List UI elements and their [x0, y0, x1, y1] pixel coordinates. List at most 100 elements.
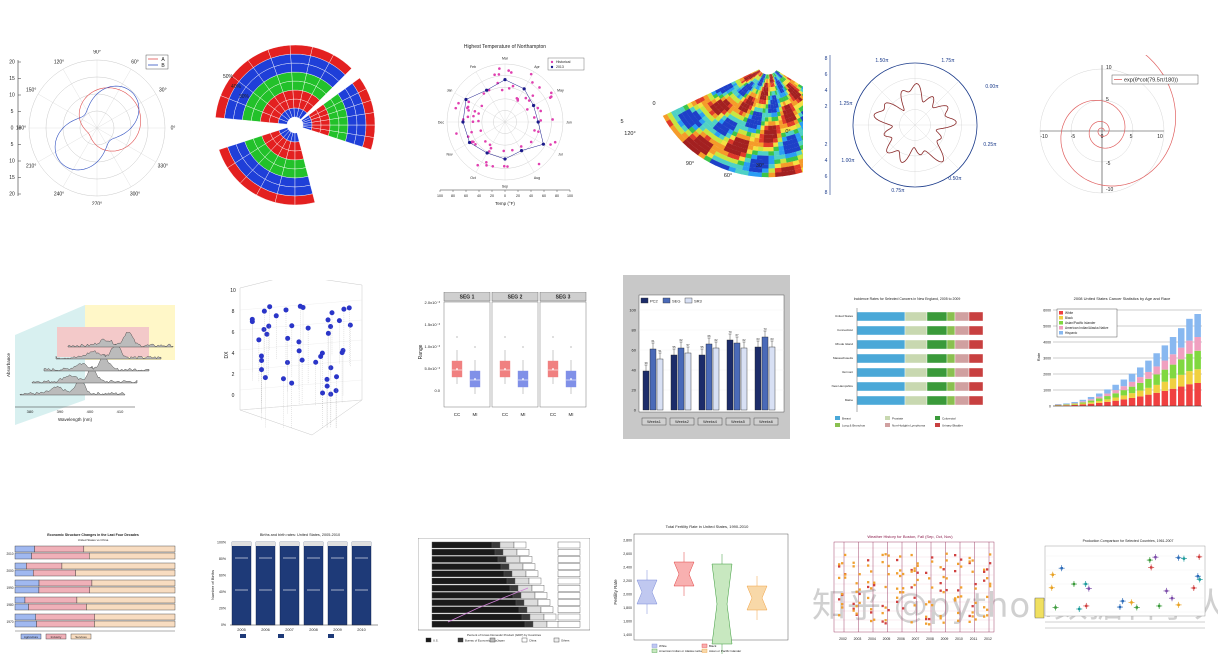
weather-marker	[928, 577, 931, 580]
contour-cell	[735, 108, 741, 115]
contour-cell	[758, 112, 763, 117]
radial-label: 30%	[239, 94, 250, 100]
data-point	[1121, 599, 1124, 603]
bar-segment	[1079, 403, 1087, 405]
contour-cell	[734, 136, 741, 143]
bar-segment	[904, 339, 928, 350]
contour-cell	[695, 127, 704, 135]
contour-cell	[790, 134, 797, 140]
legend-label: White	[1065, 311, 1073, 315]
contour-cell	[768, 83, 770, 88]
contour-cell	[765, 100, 769, 105]
outlier	[456, 336, 458, 338]
contour-cell	[791, 138, 799, 144]
panel-header	[491, 292, 539, 302]
contour-cell	[696, 134, 705, 142]
historical-point	[529, 72, 533, 76]
weather-marker	[971, 615, 974, 618]
weather-marker	[902, 572, 905, 576]
contour-cell	[712, 107, 719, 114]
historical-point	[531, 81, 534, 84]
contour-cell	[719, 153, 728, 161]
contour-cell	[794, 146, 802, 152]
y-tick-label: 2,200	[623, 579, 632, 583]
contour-cell	[713, 141, 721, 148]
angle-tick-label: 90°	[93, 50, 101, 56]
contour-cell	[779, 88, 783, 94]
bar-segment	[1096, 393, 1103, 397]
contour-cell	[762, 151, 769, 156]
y-tick-label: 5	[11, 142, 14, 148]
contour-cell	[751, 92, 756, 98]
bar-segment	[36, 620, 95, 628]
contour-cell	[794, 168, 803, 175]
contour-cell	[797, 117, 803, 124]
contour-cell	[756, 80, 760, 86]
rose-segment	[338, 124, 349, 134]
contour-cell	[736, 93, 742, 99]
contour-cell	[746, 149, 753, 155]
legend-swatch	[701, 648, 708, 653]
bar-segment	[1153, 392, 1160, 406]
bar-segment	[557, 556, 581, 563]
contour-cell	[741, 86, 746, 91]
bar-segment	[1087, 403, 1095, 406]
bar	[649, 348, 657, 411]
contour-cell	[786, 103, 791, 110]
data-point	[318, 354, 324, 360]
contour-cell	[780, 101, 785, 107]
angle-tick-label: 1.25π	[839, 101, 853, 107]
category-box	[725, 417, 751, 426]
data-point	[249, 319, 255, 325]
bar-segment	[926, 311, 948, 322]
bar-segment	[491, 541, 501, 549]
data-line	[873, 83, 957, 163]
contour-cell	[764, 82, 766, 88]
contour-cell	[768, 112, 772, 118]
historical-point	[507, 69, 510, 72]
contour-cell	[782, 75, 787, 80]
contour-cell	[768, 121, 773, 126]
historical-point	[471, 120, 475, 124]
historical-point	[484, 140, 487, 143]
contour-cell	[739, 77, 744, 81]
contour-cell	[727, 91, 733, 97]
contour-cell	[708, 148, 717, 156]
contour-cell	[760, 73, 764, 78]
bar-segment	[14, 613, 36, 621]
bar-segment	[75, 569, 176, 577]
weather-marker	[887, 608, 890, 612]
weather-marker	[910, 568, 913, 572]
y-tick-label: 5000	[1043, 325, 1051, 329]
x-tick-label: 2003	[854, 637, 862, 641]
weather-marker	[902, 587, 905, 590]
contour-cell	[754, 84, 758, 89]
bar	[677, 347, 685, 411]
x-tick-label: 80	[555, 194, 559, 198]
contour-cell	[692, 130, 700, 138]
bar-segment	[968, 339, 984, 350]
contour-cell	[743, 76, 749, 80]
contour-cell	[756, 70, 761, 74]
bar-segment	[500, 563, 510, 570]
contour-cell	[772, 86, 775, 92]
radial-line	[62, 127, 98, 187]
bar-segment	[1079, 401, 1087, 403]
historical-point	[510, 71, 513, 74]
weather-marker	[838, 565, 841, 568]
historical-point	[455, 132, 458, 135]
contour-cell	[755, 102, 759, 108]
contour-cell	[681, 110, 689, 118]
contour-cell	[773, 146, 780, 152]
contour-cell	[776, 75, 781, 80]
contour-cell	[782, 96, 787, 102]
spectrum-series	[19, 379, 126, 396]
contour-cell	[734, 79, 740, 83]
contour-cell	[745, 99, 750, 105]
chart-waterfall-3d: 380 390 400 410 Wavelength (nm) Absorbance	[5, 285, 195, 425]
weather-marker	[881, 560, 884, 564]
chart-title: 2008 United States Cancer Statistics by …	[1074, 296, 1171, 301]
bar-segment	[1153, 384, 1160, 393]
weather-marker	[986, 595, 989, 599]
contour-cell	[735, 146, 743, 153]
